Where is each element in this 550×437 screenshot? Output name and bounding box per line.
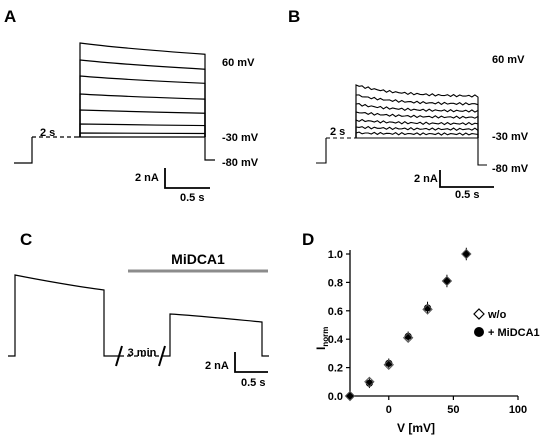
legend-marker-midca1 <box>474 327 484 337</box>
panel-d-label: D <box>302 230 314 249</box>
y-tick-label: 0.4 <box>328 334 344 346</box>
legend-marker-wo <box>473 308 485 320</box>
panel-b-current-trace <box>355 125 479 138</box>
panel-b-current-trace <box>355 111 479 138</box>
panel-b-holding-step <box>316 138 327 164</box>
x-tick-label: 100 <box>509 404 527 416</box>
panel-c-scale-bar <box>234 352 268 373</box>
point-wo <box>422 304 433 315</box>
panel-a-current-trace <box>79 75 206 137</box>
legend-label-midca1: + MiDCA1 <box>488 327 540 339</box>
x-tick-label: 0 <box>386 404 392 416</box>
panel-b-voltage-top-label: 60 mV <box>492 54 525 66</box>
point-midca1 <box>443 277 451 285</box>
panel-b-current-trace <box>355 131 479 138</box>
panel-a-current-trace <box>79 59 206 137</box>
point-wo <box>364 376 375 388</box>
panel-a-label: A <box>4 7 16 26</box>
panel-b-voltage-hold-label: -80 mV <box>492 163 529 175</box>
iv-chart: 0.0 0.2 0.4 0.6 0.8 1.0 0 50 100 <box>328 247 527 416</box>
panel-c-break-marks <box>115 345 166 367</box>
legend-label-wo: w/o <box>487 309 507 321</box>
panel-a-current-trace <box>79 132 206 137</box>
panel-a-current-trace <box>79 109 206 137</box>
panel-a-current-trace <box>79 42 206 137</box>
panel-b-prepulse-label: 2 s <box>330 126 345 138</box>
point-midca1 <box>346 392 354 400</box>
panel-b-current-trace <box>355 118 479 138</box>
panel-a-current-trace <box>79 123 206 137</box>
panel-b-scale-current-label: 2 nA <box>414 173 438 185</box>
x-axis-label: V [mV] <box>397 421 435 435</box>
point-wo <box>441 275 453 287</box>
panel-a-prepulse-label: 2 s <box>40 127 55 139</box>
panel-c-gap-label: 3 min <box>128 347 157 359</box>
y-tick-label: 0.6 <box>328 306 343 318</box>
y-axis-label-subscript: norm <box>321 327 330 347</box>
panel-b-scale-time-label: 0.5 s <box>455 189 479 201</box>
panel-a-scale-bar <box>164 168 210 189</box>
panel-a-voltage-hold-label: -80 mV <box>222 157 259 169</box>
legend: w/o + MiDCA1 <box>473 308 540 339</box>
svg-text:Inorm: Inorm <box>314 327 330 350</box>
panel-b-voltage-mid-label: -30 mV <box>492 131 529 143</box>
panel-b-current-trace <box>355 103 479 138</box>
y-axis-title: Inorm <box>314 327 330 350</box>
panel-a-voltage-mid-label: -30 mV <box>222 132 259 144</box>
y-tick-label: 0.8 <box>328 277 343 289</box>
point-wo <box>344 390 356 402</box>
panel-c-scale-current-label: 2 nA <box>205 360 229 372</box>
panel-a-holding-step <box>14 137 33 164</box>
panel-b-current-trace <box>355 94 479 138</box>
panel-a-scale-current-label: 2 nA <box>135 172 159 184</box>
panel-c-trace-control <box>8 274 120 357</box>
y-tick-label: 0.2 <box>328 363 343 375</box>
panel-a-baseline <box>78 136 215 161</box>
panel-a-voltage-top-label: 60 mV <box>222 57 255 69</box>
panel-b-baseline <box>354 137 487 166</box>
panel-b-label: B <box>288 7 300 26</box>
panel-b-current-trace <box>355 84 479 138</box>
point-midca1 <box>462 250 470 258</box>
panel-a-scale-time-label: 0.5 s <box>180 192 204 204</box>
panel-c-label: C <box>20 230 32 249</box>
point-wo <box>461 248 472 260</box>
y-tick-label: 1.0 <box>328 249 343 261</box>
panel-a-current-trace <box>79 93 206 137</box>
panel-b-traces <box>316 84 487 166</box>
x-tick-label: 50 <box>447 404 459 416</box>
point-wo <box>383 359 394 370</box>
panel-a-traces <box>14 42 215 164</box>
point-wo <box>402 332 414 343</box>
panel-c-trace-drug <box>163 313 269 357</box>
panel-b-scale-bar <box>439 170 494 188</box>
panel-c-scale-time-label: 0.5 s <box>241 377 265 389</box>
drug-label: MiDCA1 <box>171 251 225 267</box>
y-tick-label: 0.0 <box>328 391 343 403</box>
y-axis-label: I <box>314 347 328 350</box>
